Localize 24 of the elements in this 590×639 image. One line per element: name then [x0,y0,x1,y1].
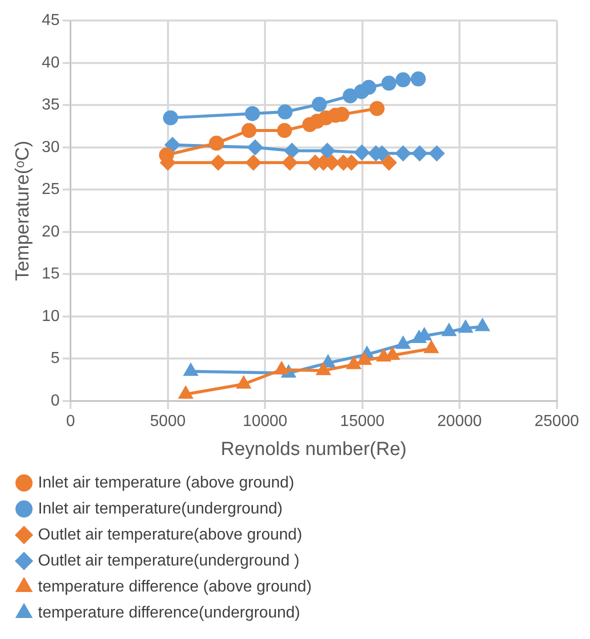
y-tick-label: 15 [42,266,60,283]
x-tick-label: 5000 [150,413,186,430]
y-tick-label: 10 [42,308,60,325]
y-tick-label: 5 [50,350,60,368]
x-tick-label: 10000 [242,413,288,430]
y-tick-label: 35 [42,96,60,114]
legend-label: temperature difference(underground) [38,604,300,622]
y-tick-label: 40 [42,54,60,72]
x-axis-title: Reynolds number(Re) [220,438,407,460]
y-tick-label: 20 [42,223,60,240]
x-tick-label: 0 [66,413,76,430]
legend-label: Inlet air temperature(underground) [38,500,283,518]
legend-label: Outlet air temperature(above ground) [38,526,302,544]
y-tick-label: 30 [42,138,60,156]
y-tick-label: 45 [42,12,60,30]
legend-label: temperature difference (above ground) [38,578,312,596]
y-tick-label: 25 [42,181,60,198]
y-tick-label: 0 [50,392,60,410]
x-tick-label: 15000 [340,413,385,430]
legend-label: Outlet air temperature(underground ) [38,552,300,570]
x-tick-label: 20000 [437,413,482,430]
x-tick-label: 25000 [534,413,580,430]
legend-label: Inlet air temperature (above ground) [38,474,294,492]
y-axis-title: Temperature(ᵒC) [12,140,34,281]
